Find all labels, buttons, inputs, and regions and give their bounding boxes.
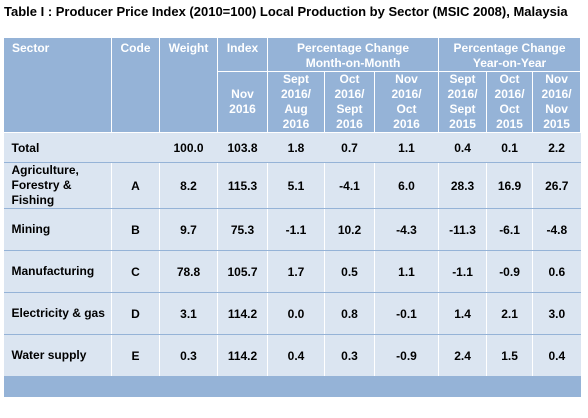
- table-row: Agriculture, Forestry & Fishing A 8.2 115.3 5.…: [3, 162, 581, 209]
- cell-mom-oct: -4.1: [324, 162, 375, 209]
- cell-yoy-sept: 28.3: [438, 162, 487, 209]
- header-code: Code: [111, 37, 160, 133]
- header-mom-line1: Percentage Change: [296, 41, 410, 55]
- header-yoy: Percentage Change Year-on-Year: [438, 37, 582, 72]
- cell-yoy-oct: -0.9: [486, 250, 533, 293]
- cell-yoy-oct: 1.5: [486, 334, 533, 377]
- sector-name: Water supply: [3, 334, 112, 377]
- cell-code: A: [111, 162, 160, 209]
- table-row: Electricity & gas D 3.1 114.2 0.0 0.8 -0.1 1.4 2…: [3, 292, 581, 335]
- cell-code: B: [111, 208, 160, 251]
- header-mom-line2: Month-on-Month: [305, 56, 401, 70]
- total-mom-oct: 0.7: [324, 132, 375, 163]
- table-row: Water supply E 0.3 114.2 0.4 0.3 -0.9 2.4 1.5 0.4: [3, 334, 581, 377]
- header-yoy-line2: Year-on-Year: [472, 56, 547, 70]
- cell-yoy-nov: 0.6: [532, 250, 581, 293]
- cell-yoy-sept: -1.1: [438, 250, 487, 293]
- cell-mom-oct: 0.3: [324, 334, 375, 377]
- header-weight: Weight: [159, 37, 218, 133]
- cell-mom-sept: 0.0: [267, 292, 325, 335]
- header-yoy-line1: Percentage Change: [453, 41, 566, 55]
- cell-mom-sept: 0.4: [267, 334, 325, 377]
- total-yoy-sept: 0.4: [438, 132, 487, 163]
- table-row: Manufacturing C 78.8 105.7 1.7 0.5 1.1 -1.1 -0.9…: [3, 250, 581, 293]
- total-label: Total: [3, 132, 112, 163]
- table-row: Mining B 9.7 75.3 -1.1 10.2 -4.3 -11.3 -6.1 -4.8: [3, 208, 581, 251]
- cell-yoy-nov: -4.8: [532, 208, 581, 251]
- subheader-yoy-2: Nov 2016/Nov 2015: [532, 71, 582, 133]
- total-mom-nov: 1.1: [374, 132, 439, 163]
- subheader-mom-2: Nov 2016/Oct 2016: [373, 71, 440, 133]
- ppi-table: Sector Code Weight Index Percentage Chan…: [3, 37, 582, 397]
- header-index: Index: [217, 37, 268, 72]
- cell-index: 105.7: [217, 250, 268, 293]
- cell-mom-nov: -0.1: [373, 292, 439, 335]
- total-weight: 100.0: [159, 132, 218, 163]
- cell-mom-oct: 0.5: [324, 250, 375, 293]
- total-yoy-oct: 0.1: [486, 132, 533, 163]
- sector-name: Mining: [3, 208, 112, 251]
- header-mom: Percentage Change Month-on-Month: [266, 37, 440, 72]
- cell-weight: 3.1: [159, 292, 218, 335]
- cell-index: 114.2: [217, 334, 268, 377]
- cell-weight: 0.3: [159, 334, 218, 377]
- table-title: Table I : Producer Price Index (2010=100…: [4, 4, 568, 19]
- table-footer-band: [3, 376, 581, 397]
- cell-mom-sept: 1.7: [267, 250, 325, 293]
- cell-mom-nov: -4.3: [373, 208, 439, 251]
- cell-mom-nov: 6.0: [373, 162, 439, 209]
- cell-yoy-oct: -6.1: [486, 208, 533, 251]
- subheader-mom-1: Oct 2016/Sept 2016: [324, 71, 375, 133]
- subheader-mom-0: Sept 2016/Aug 2016: [267, 71, 325, 133]
- cell-yoy-sept: 1.4: [438, 292, 487, 335]
- cell-mom-nov: -0.9: [373, 334, 439, 377]
- subheader-yoy-0: Sept 2016/Sept 2015: [438, 71, 488, 133]
- cell-mom-sept: -1.1: [267, 208, 325, 251]
- cell-mom-oct: 0.8: [324, 292, 375, 335]
- sector-name: Electricity & gas: [3, 292, 112, 335]
- cell-mom-oct: 10.2: [324, 208, 375, 251]
- subheader-yoy-1: Oct 2016/Oct 2015: [486, 71, 534, 133]
- total-index: 103.8: [217, 132, 268, 163]
- cell-yoy-nov: 0.4: [532, 334, 581, 377]
- sector-name: Manufacturing: [3, 250, 112, 293]
- sector-name: Agriculture, Forestry & Fishing: [3, 162, 112, 209]
- cell-code: C: [111, 250, 160, 293]
- cell-code: D: [111, 292, 160, 335]
- cell-yoy-nov: 3.0: [532, 292, 581, 335]
- cell-yoy-oct: 16.9: [486, 162, 533, 209]
- total-row: Total 100.0 103.8 1.8 0.7 1.1 0.4 0.1 2.…: [3, 132, 581, 163]
- cell-weight: 78.8: [159, 250, 218, 293]
- cell-yoy-nov: 26.7: [532, 162, 581, 209]
- cell-weight: 9.7: [159, 208, 218, 251]
- cell-index: 115.3: [217, 162, 268, 209]
- total-yoy-nov: 2.2: [532, 132, 581, 163]
- cell-weight: 8.2: [159, 162, 218, 209]
- total-code: [111, 132, 160, 163]
- subheader-index: Nov 2016: [217, 71, 268, 133]
- header-sector: Sector: [3, 37, 112, 133]
- total-mom-sept: 1.8: [267, 132, 325, 163]
- cell-mom-nov: 1.1: [373, 250, 439, 293]
- cell-yoy-sept: 2.4: [438, 334, 487, 377]
- cell-yoy-oct: 2.1: [486, 292, 533, 335]
- cell-yoy-sept: -11.3: [438, 208, 487, 251]
- cell-code: E: [111, 334, 160, 377]
- cell-index: 75.3: [217, 208, 268, 251]
- cell-mom-sept: 5.1: [267, 162, 325, 209]
- cell-index: 114.2: [217, 292, 268, 335]
